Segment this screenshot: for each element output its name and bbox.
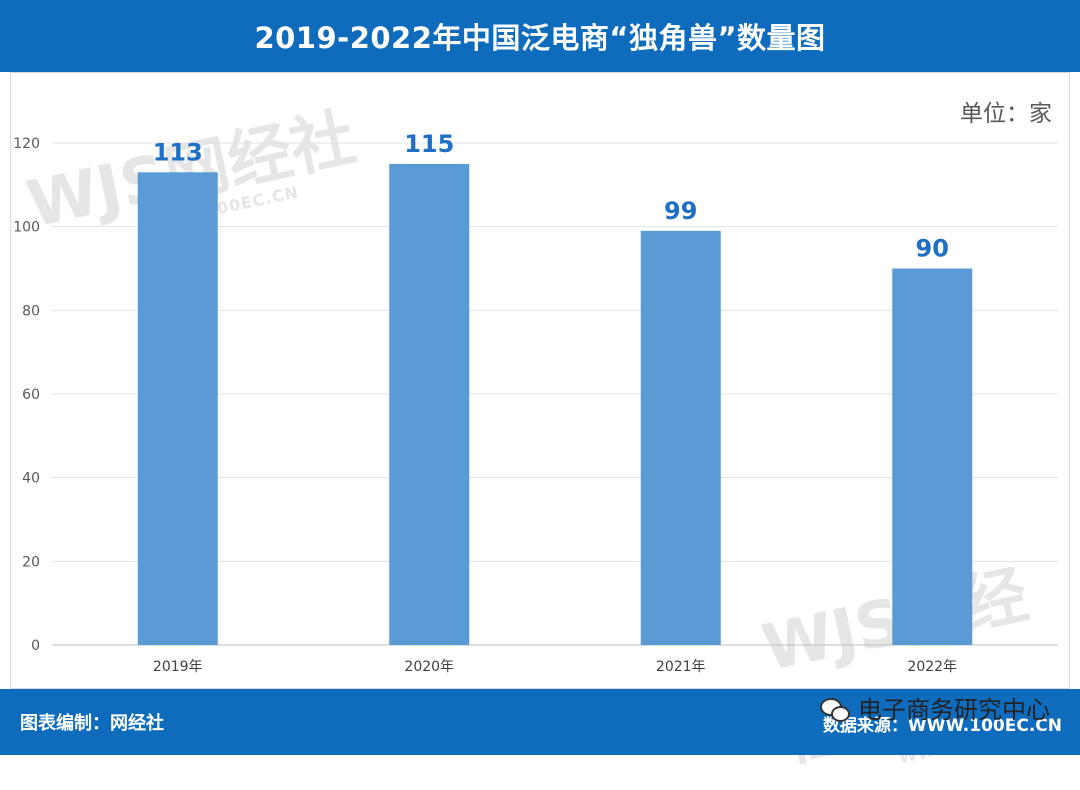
bar — [892, 268, 973, 645]
bar — [389, 163, 470, 645]
bar-chart: 0 20 40 60 80 100 120 113 2019年 115 2020年 99 2021年 90… — [13, 130, 1058, 675]
y-tick-label: 80 — [22, 303, 40, 319]
y-tick-label: 20 — [22, 554, 40, 570]
y-tick-label: 0 — [31, 638, 40, 654]
y-tick-label: 40 — [22, 471, 40, 487]
data-label: 99 — [664, 197, 697, 225]
bar — [137, 172, 218, 646]
chart-title: 2019-2022年中国泛电商“独角兽”数量图 — [254, 21, 826, 55]
bar — [640, 230, 721, 645]
wechat-icon — [820, 696, 850, 722]
x-tick-label: 2020年 — [404, 659, 454, 675]
unit-label: 单位：家 — [960, 101, 1052, 127]
data-source-credit: 数据来源：WWW.100EC.CN — [822, 716, 1062, 736]
data-label: 90 — [916, 235, 949, 263]
y-tick-label: 60 — [22, 387, 40, 403]
chart-header: 2019-2022年中国泛电商“独角兽”数量图 — [0, 0, 1080, 72]
x-tick-label: 2019年 — [153, 659, 203, 675]
y-tick-label: 120 — [13, 136, 40, 152]
footer-bar: 图表编制：网经社 数据来源：WWW.100EC.CN — [0, 689, 1080, 755]
account-name: 电子商务研究中心 — [858, 696, 1050, 724]
wechat-account-tag: 电子商务研究中心 — [820, 690, 1050, 725]
y-tick-label: 100 — [13, 220, 40, 236]
data-label: 113 — [153, 138, 203, 166]
data-label: 115 — [404, 130, 454, 158]
chart-editor-credit: 图表编制：网经社 — [20, 713, 164, 734]
x-tick-label: 2022年 — [907, 659, 957, 675]
x-tick-label: 2021年 — [656, 659, 706, 675]
